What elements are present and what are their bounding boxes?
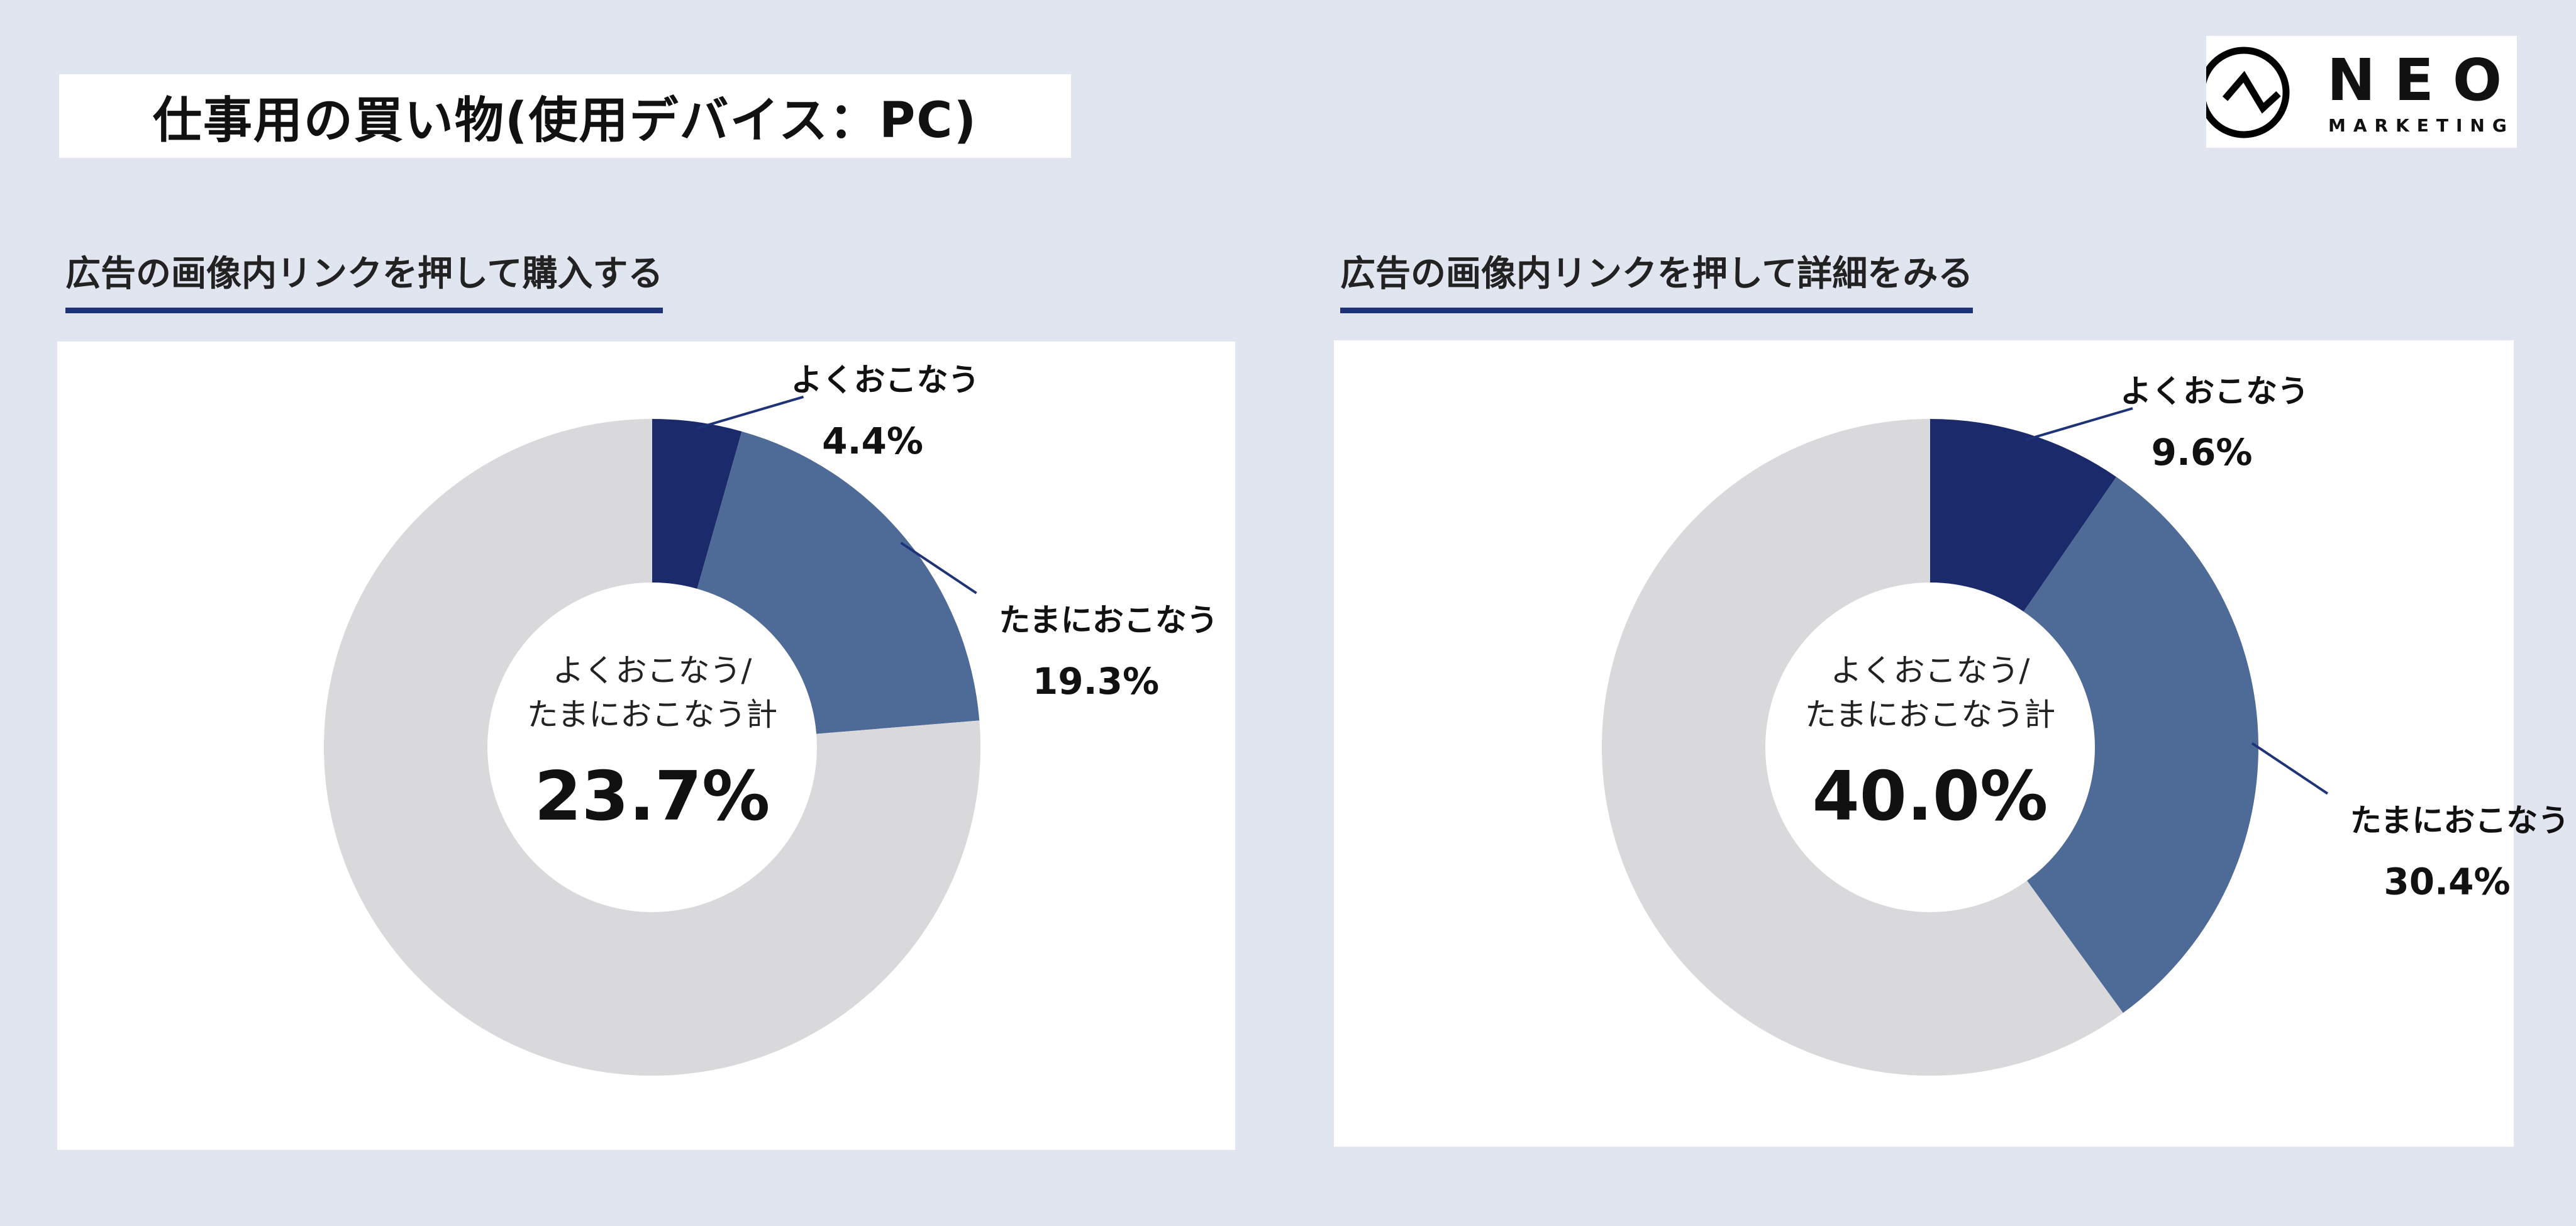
logo-zigzag-icon — [2222, 70, 2281, 114]
center-label-line2: たまにおこなう計 — [527, 696, 778, 733]
page-title: 仕事用の買い物(使用デバイス：PC) — [152, 92, 978, 149]
slice-label: よくおこなう — [791, 362, 980, 398]
slice-label: たまにおこなう — [2350, 803, 2570, 839]
chart-title-left: 広告の画像内リンクを押して購入する — [65, 245, 663, 313]
center-label-line1: よくおこなう/ — [1831, 652, 2030, 689]
slice-value-label: 30.4% — [2384, 861, 2510, 903]
chart-title-right: 広告の画像内リンクを押して詳細をみる — [1340, 245, 1974, 313]
neo-marketing-logo — [2198, 36, 2517, 148]
donut-slice-2 — [1601, 419, 2123, 1076]
slice-value-label: 19.3% — [1033, 660, 1159, 703]
center-total: 40.0% — [1813, 757, 2048, 836]
donut-left: よくおこなう 4.4% たまにおこなう 19.3% よくおこなう/たまにおこなう計 23.… — [323, 362, 1218, 1076]
donut-slice-0 — [1930, 419, 2117, 612]
slice-label: よくおこなう — [2120, 373, 2309, 410]
donut-slice-0 — [652, 419, 742, 589]
center-label-line1: よくおこなう/ — [553, 652, 752, 689]
slice-value-label: 9.6% — [2151, 431, 2253, 474]
slice-value-label: 4.4% — [822, 420, 923, 462]
leader-line — [900, 542, 977, 594]
donut-slice-1 — [697, 431, 980, 734]
page-title-box: 仕事用の買い物(使用デバイス：PC) — [59, 74, 1071, 158]
donut-right: よくおこなう 9.6% たまにおこなう 30.4% よくおこなう/たまにおこなう計 40.… — [1601, 373, 2570, 1076]
slice-label: たまにおこなう — [999, 602, 1218, 638]
logo-text: NEO — [2327, 47, 2521, 114]
leader-line — [696, 395, 804, 430]
logo-subtext: MARKETING — [2328, 115, 2514, 136]
donut-slice-2 — [323, 419, 981, 1076]
center-total: 23.7% — [535, 757, 770, 836]
leader-line — [2025, 407, 2133, 442]
donut-slice-1 — [2023, 477, 2258, 1013]
leader-line — [2251, 742, 2329, 795]
center-label-line2: たまにおこなう計 — [1805, 696, 2056, 733]
